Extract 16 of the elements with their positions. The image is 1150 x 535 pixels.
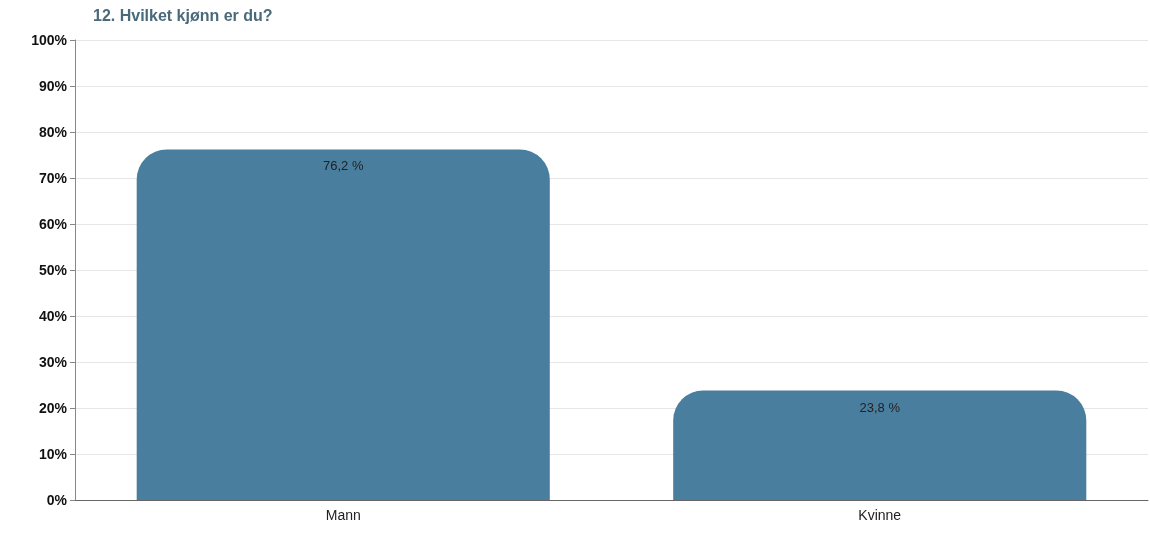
y-tick-label: 60% — [38, 216, 68, 232]
data-label: 76,2 % — [323, 158, 364, 174]
y-tick-label: 90% — [38, 78, 68, 94]
y-tick-label: 20% — [38, 400, 68, 416]
y-tick-label: 100% — [31, 32, 68, 48]
y-tick-label: 50% — [38, 262, 68, 278]
y-tick-label: 30% — [38, 354, 68, 370]
y-tick-label: 70% — [38, 170, 68, 186]
x-tick-label: Kvinne — [858, 507, 902, 523]
y-tick-label: 10% — [38, 446, 68, 462]
y-tick-label: 0% — [46, 492, 68, 508]
y-tick-label: 80% — [38, 124, 68, 140]
y-tick-label: 40% — [38, 308, 68, 324]
x-tick-label: Mann — [325, 507, 361, 523]
chart-title: 12. Hvilket kjønn er du? — [93, 6, 273, 24]
data-label: 23,8 % — [859, 399, 901, 415]
